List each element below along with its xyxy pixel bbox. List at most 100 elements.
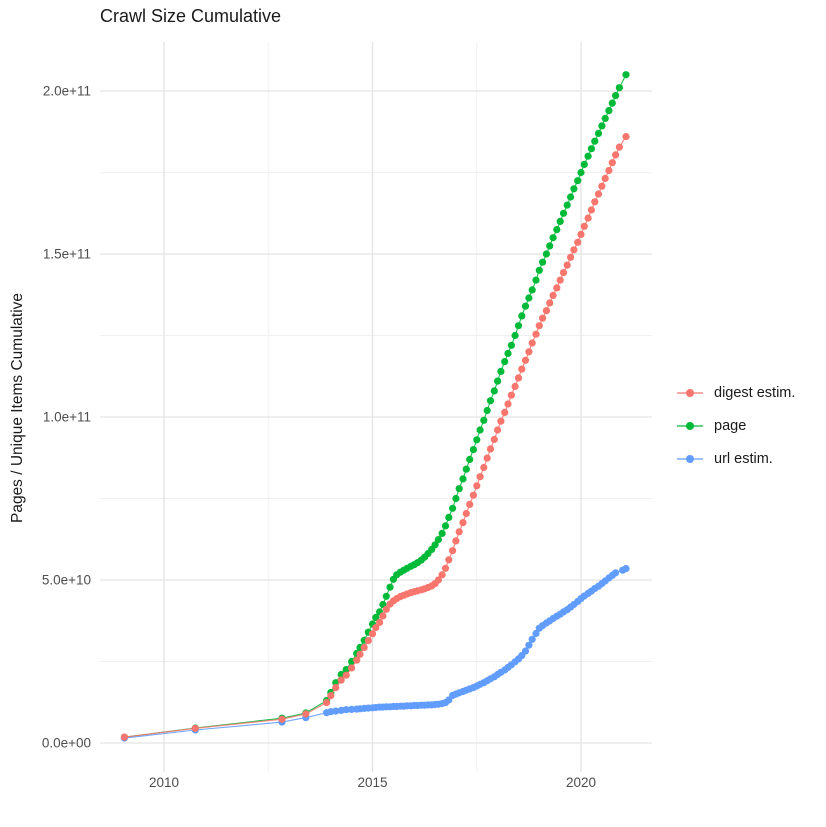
data-point [511,331,519,340]
data-point [612,92,620,100]
legend-label-url: url estim. [714,450,773,467]
data-point [332,707,340,715]
data-point [521,356,530,364]
y-tick-label: 0.0e+00 [42,736,91,751]
data-point [466,455,474,463]
data-point [332,684,340,692]
data-point [486,397,495,405]
data-point [342,706,350,714]
data-point [490,387,498,395]
data-point [469,491,477,499]
data-point [368,630,377,638]
data-point [382,605,390,613]
series-line-digest-estim- [124,136,627,738]
data-point [559,269,568,277]
data-point [622,133,630,141]
data-point [507,341,515,349]
data-point [535,266,543,274]
data-point [360,643,368,652]
data-point [525,641,533,649]
x-tick-label: 2020 [566,775,596,790]
data-point [574,177,582,185]
data-point [438,529,446,538]
data-point [553,284,561,292]
data-point [455,528,463,536]
data-point [580,222,588,230]
data-point [546,242,554,250]
data-point [584,152,592,160]
data-point [466,500,474,508]
data-point [445,556,453,564]
data-point [382,592,390,600]
data-point [438,571,446,579]
legend-label-page: page [714,417,747,434]
data-point [587,206,596,214]
data-point [591,198,599,206]
data-point [372,624,380,632]
data-point [525,294,533,302]
data-point [364,637,372,645]
data-point [353,656,361,664]
data-point [587,145,596,153]
data-point [483,454,491,462]
data-point [567,193,575,201]
data-point [539,258,547,266]
data-point [191,724,199,732]
data-point [546,299,554,307]
data-point [563,201,571,209]
data-point [342,666,350,674]
data-point [528,339,536,347]
series-line-url-estim- [124,568,627,739]
data-point [539,314,547,322]
data-point [445,513,453,522]
data-point [608,159,616,167]
data-point [483,406,491,415]
data-point [612,151,620,159]
data-point [462,509,470,518]
data-point [521,302,530,310]
data-point [532,330,540,338]
data-point [507,391,515,399]
data-point [594,129,603,137]
data-point [434,576,442,584]
data-point [473,436,481,444]
legend-item: url estim. [676,442,795,475]
data-point [480,416,488,424]
data-point [528,635,536,643]
data-point [542,250,551,258]
data-point [556,217,564,225]
data-point [532,276,540,284]
data-point [542,307,551,315]
data-point [376,618,384,627]
data-point [518,312,526,320]
data-point [521,647,530,655]
data-point [342,671,350,679]
data-point [323,699,331,707]
y-tick-label: 1.0e+11 [43,410,91,425]
data-point [497,417,505,425]
data-point [577,168,585,177]
data-point [476,426,484,434]
data-point [608,99,616,107]
data-point [337,676,345,684]
legend-item: page [676,409,795,442]
data-point [584,214,592,222]
x-tick-label: 2015 [357,775,387,790]
data-point [612,569,620,577]
data-point [459,475,467,483]
data-point [356,650,364,658]
data-point [441,522,450,530]
data-point [494,377,502,385]
data-point [497,367,505,375]
data-point [486,445,495,453]
data-point [549,291,557,299]
y-tick-label: 2.0e+11 [43,84,91,99]
y-tick-label: 5.0e+10 [42,573,91,588]
data-point [379,612,387,620]
legend-key-page-icon [677,421,703,430]
data-point [601,114,609,122]
data-point [120,733,128,741]
legend-key-url-icon [677,454,703,463]
data-point [594,190,603,198]
